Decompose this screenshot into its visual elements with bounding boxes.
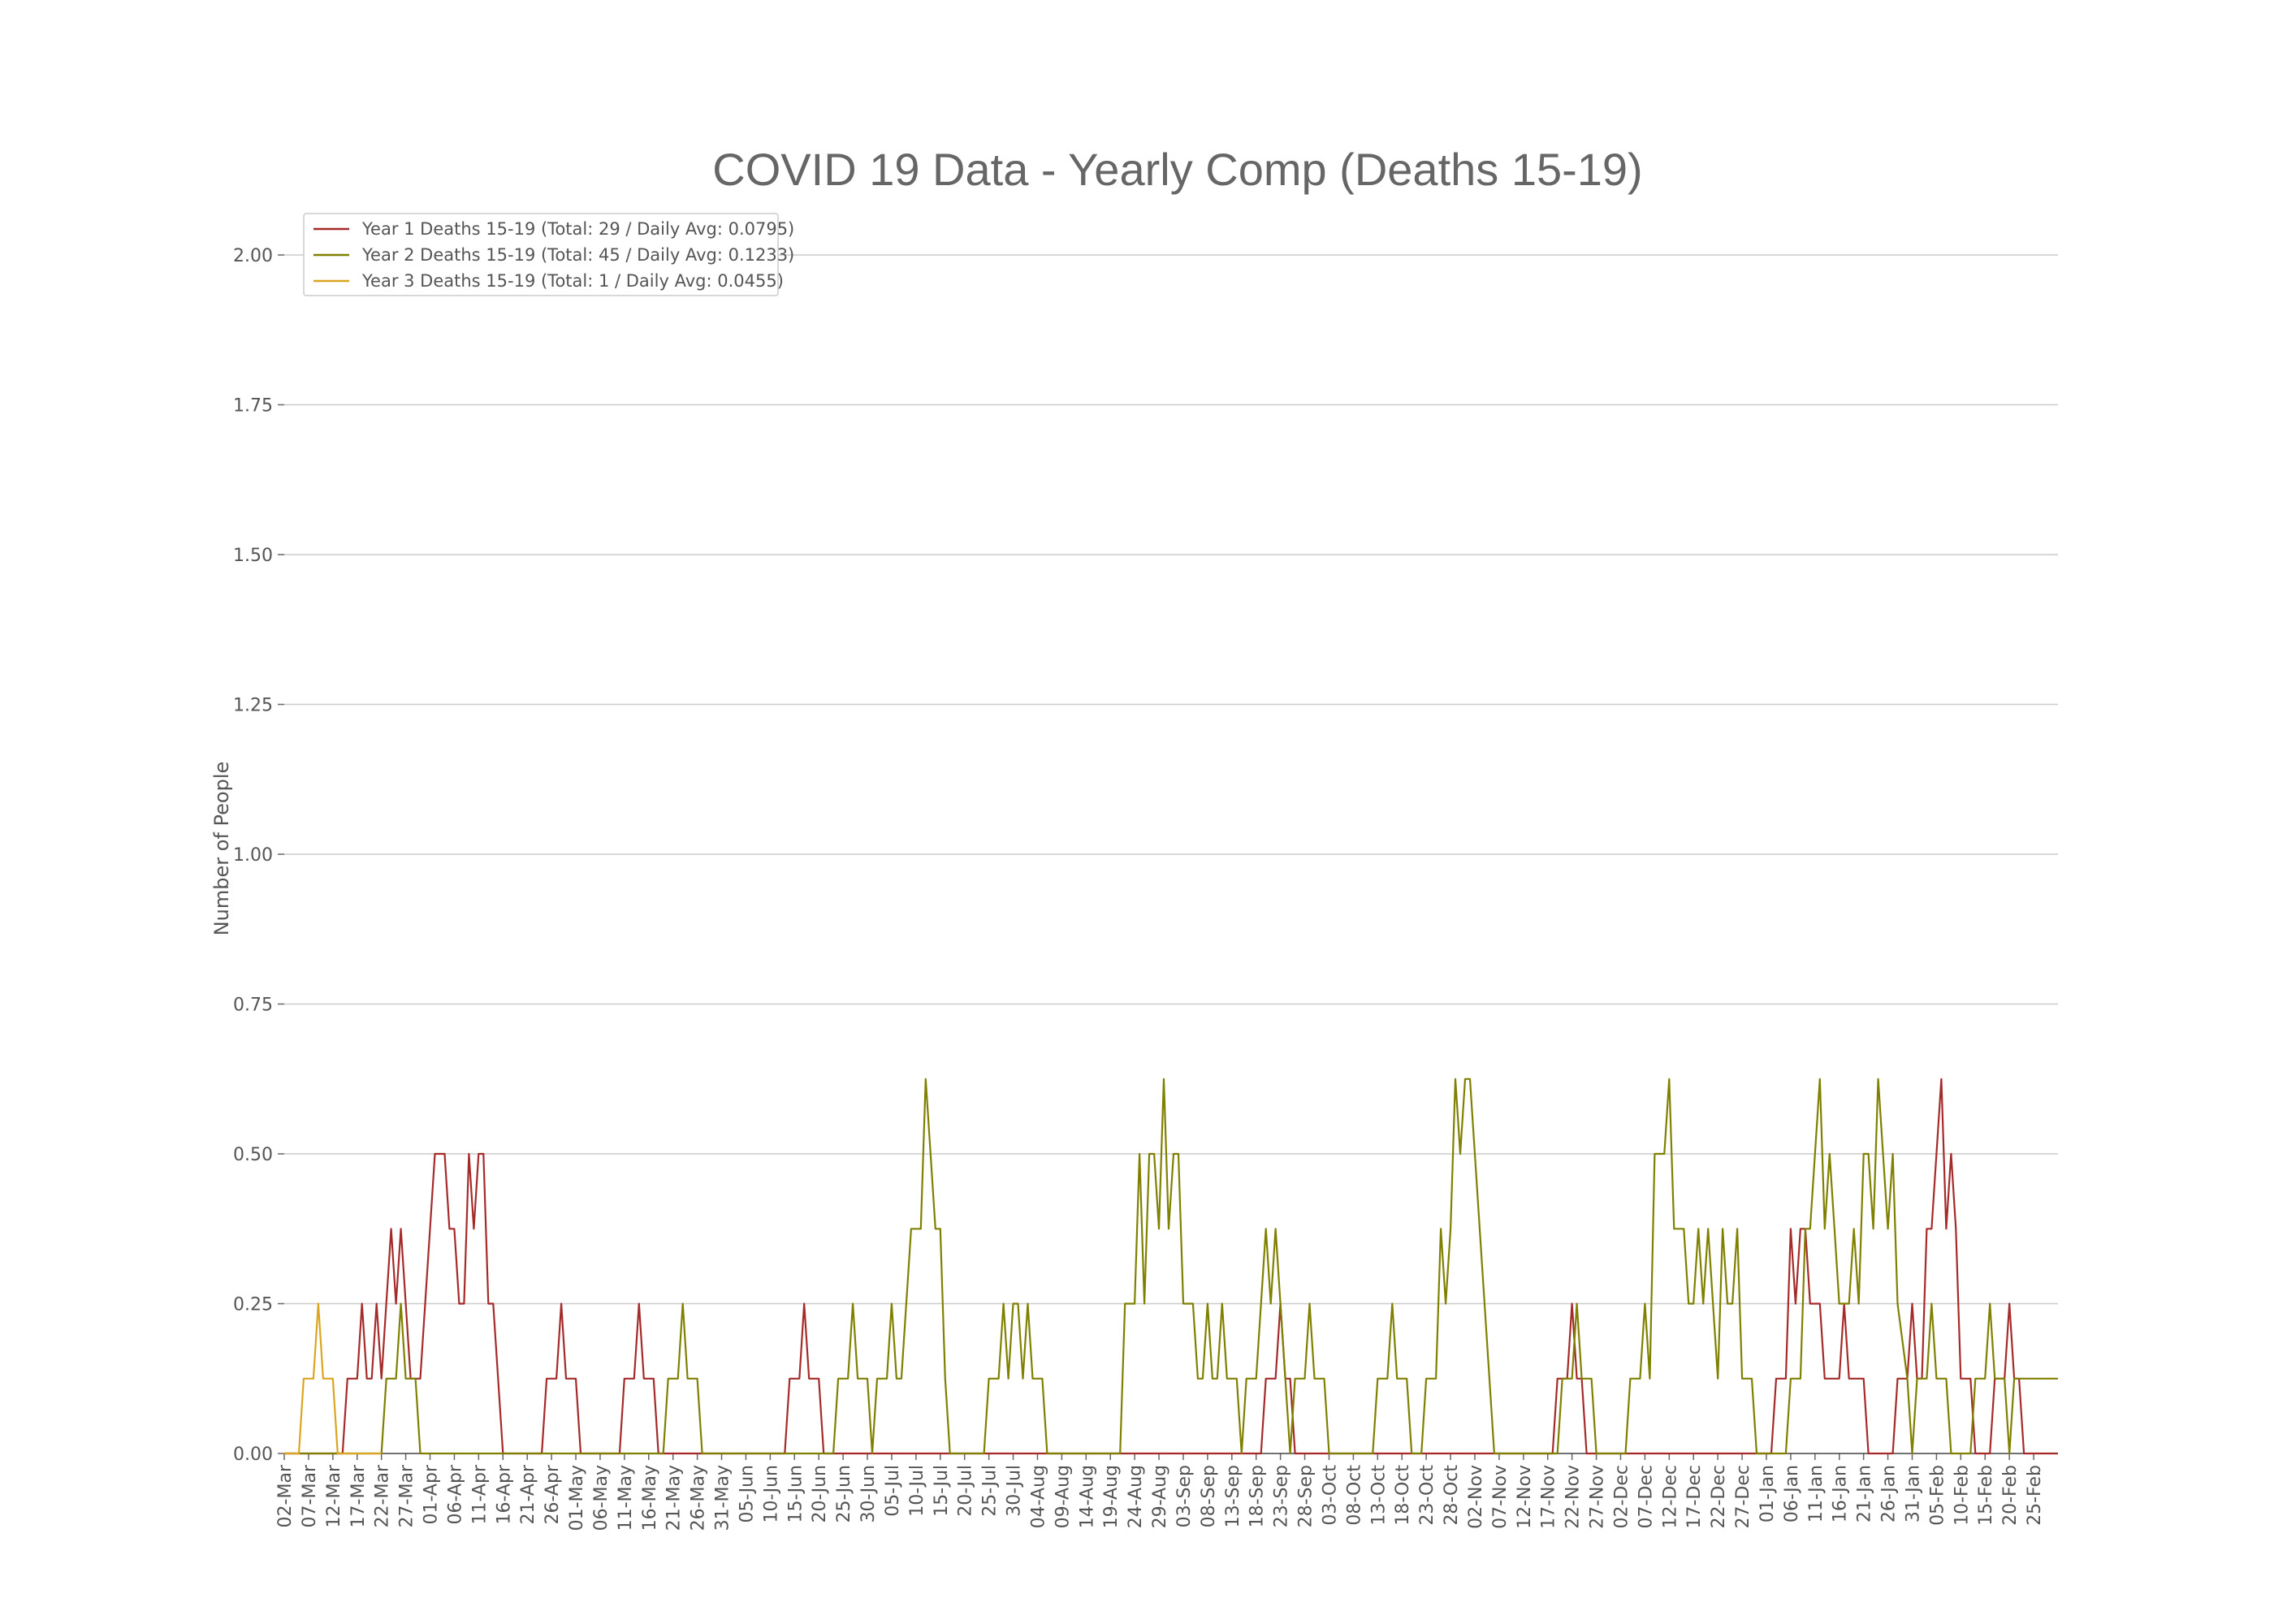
x-tick-label: 10-Jul — [907, 1465, 927, 1517]
x-tick-label: 13-Sep — [1223, 1465, 1243, 1527]
x-tick-label: 05-Jun — [737, 1465, 757, 1523]
x-tick-label: 25-Jun — [834, 1465, 854, 1523]
series-line-1 — [284, 1078, 2058, 1455]
x-tick-label: 26-Jan — [1879, 1465, 1900, 1522]
x-tick-label: 01-May — [567, 1465, 587, 1531]
y-tick-label: 1.25 — [233, 696, 273, 716]
x-tick-label: 03-Sep — [1174, 1465, 1195, 1527]
x-tick-label: 27-Dec — [1733, 1465, 1753, 1529]
x-tick-label: 22-Nov — [1563, 1465, 1584, 1529]
x-tick-label: 20-Jun — [810, 1465, 830, 1523]
x-tick-label: 29-Aug — [1150, 1465, 1170, 1528]
y-tick-label: 1.50 — [233, 546, 273, 566]
x-tick-label: 11-May — [616, 1465, 636, 1531]
x-tick-label: 19-Aug — [1101, 1465, 1122, 1528]
x-tick-label: 11-Apr — [469, 1464, 490, 1524]
x-tick-label: 20-Feb — [2000, 1465, 2021, 1526]
x-tick-label: 11-Jan — [1806, 1465, 1827, 1522]
x-tick-label: 10-Feb — [1952, 1465, 1972, 1526]
x-tick-label: 27-Mar — [397, 1464, 417, 1527]
x-tick-label: 16-Apr — [494, 1464, 514, 1524]
x-tick-label: 22-Dec — [1709, 1465, 1729, 1529]
x-tick-label: 01-Apr — [422, 1464, 442, 1524]
x-tick-label: 31-Jan — [1903, 1465, 1923, 1522]
y-tick-label: 1.75 — [233, 396, 273, 417]
x-tick-label: 15-Feb — [1976, 1465, 1996, 1526]
legend-box — [303, 213, 779, 296]
x-tick-label: 26-May — [689, 1465, 709, 1531]
x-tick-label: 05-Feb — [1927, 1465, 1948, 1526]
y-axis-ticks: 0.00 0.25 0.50 0.75 1.00 1.25 1.50 1.75 2.00 — [233, 246, 284, 1465]
x-tick-label: 15-Jun — [785, 1465, 806, 1523]
y-axis-label: Number of People — [210, 762, 233, 936]
x-tick-label: 23-Oct — [1417, 1465, 1437, 1526]
x-tick-label: 12-Dec — [1660, 1465, 1680, 1529]
legend-entry-2: Year 2 Deaths 15-19 (Total: 45 / Daily A… — [361, 245, 794, 265]
x-tick-label: 24-Aug — [1126, 1465, 1146, 1528]
x-tick-label: 16-Jan — [1831, 1465, 1851, 1522]
x-tick-label: 18-Oct — [1393, 1465, 1413, 1526]
y-tick-label: 2.00 — [233, 246, 273, 266]
series-line-2 — [284, 1078, 2058, 1455]
x-tick-label: 17-Nov — [1539, 1465, 1559, 1529]
legend-entry-1: Year 1 Deaths 15-19 (Total: 29 / Daily A… — [361, 219, 794, 239]
x-tick-label: 23-Sep — [1272, 1465, 1292, 1527]
y-tick-label: 0.75 — [233, 996, 273, 1016]
x-tick-label: 07-Nov — [1490, 1465, 1511, 1529]
x-tick-label: 21-May — [664, 1465, 685, 1531]
x-tick-label: 12-Nov — [1515, 1465, 1535, 1529]
x-tick-label: 05-Jul — [883, 1465, 903, 1517]
gridlines — [284, 254, 2058, 1305]
series-line-3 — [284, 1302, 382, 1455]
x-tick-label: 30-Jul — [1005, 1465, 1025, 1517]
x-tick-label: 02-Mar — [275, 1464, 296, 1527]
x-tick-label: 26-Apr — [543, 1464, 563, 1524]
series-lines — [284, 1078, 2058, 1455]
x-tick-label: 18-Sep — [1247, 1465, 1268, 1527]
x-tick-label: 06-Apr — [445, 1464, 465, 1524]
x-tick-label: 25-Feb — [2025, 1465, 2045, 1526]
x-tick-label: 08-Oct — [1344, 1465, 1364, 1526]
x-tick-label: 20-Jul — [956, 1465, 976, 1517]
y-tick-label: 0.50 — [233, 1145, 273, 1165]
x-tick-label: 12-Mar — [324, 1464, 344, 1527]
x-tick-label: 21-Apr — [518, 1464, 538, 1524]
x-tick-label: 07-Mar — [300, 1464, 320, 1527]
x-tick-label: 03-Oct — [1320, 1465, 1340, 1526]
x-tick-label: 01-Jan — [1757, 1465, 1778, 1522]
y-tick-label: 0.25 — [233, 1295, 273, 1315]
chart-title: COVID 19 Data - Yearly Comp (Deaths 15-1… — [712, 144, 1642, 195]
x-tick-label: 30-Jun — [858, 1465, 879, 1523]
x-tick-label: 04-Aug — [1028, 1465, 1048, 1528]
x-tick-label: 17-Dec — [1684, 1465, 1705, 1529]
x-tick-label: 16-May — [640, 1465, 660, 1531]
x-tick-label: 10-Jun — [761, 1465, 781, 1523]
x-tick-label: 21-Jan — [1855, 1465, 1875, 1522]
x-tick-label: 28-Oct — [1442, 1465, 1462, 1526]
x-tick-label: 14-Aug — [1077, 1465, 1097, 1528]
x-tick-label: 22-Mar — [373, 1464, 393, 1527]
x-tick-label: 17-Mar — [348, 1464, 369, 1527]
y-tick-label: 0.00 — [233, 1445, 273, 1465]
x-tick-label: 15-Jul — [932, 1465, 952, 1517]
x-tick-label: 09-Aug — [1053, 1465, 1073, 1528]
x-tick-label: 13-Oct — [1368, 1465, 1389, 1526]
legend: Year 1 Deaths 15-19 (Total: 29 / Daily A… — [303, 213, 794, 296]
x-tick-label: 06-Jan — [1782, 1465, 1802, 1522]
x-tick-label: 28-Sep — [1296, 1465, 1316, 1527]
x-axis-ticks: 02-Mar 07-Mar 12-Mar 17-Mar 22-Mar 27-Mar 01-A… — [275, 1453, 2045, 1531]
x-tick-label: 27-Nov — [1588, 1465, 1608, 1529]
x-tick-label: 31-May — [713, 1465, 733, 1531]
x-tick-label: 25-Jul — [980, 1465, 1001, 1517]
x-tick-label: 02-Dec — [1611, 1465, 1632, 1529]
x-tick-label: 02-Nov — [1466, 1465, 1486, 1529]
x-tick-label: 07-Dec — [1636, 1465, 1656, 1529]
x-tick-label: 08-Sep — [1199, 1465, 1219, 1527]
y-tick-label: 1.00 — [233, 845, 273, 866]
x-tick-label: 06-May — [591, 1465, 612, 1531]
legend-entry-3: Year 3 Deaths 15-19 (Total: 1 / Daily Av… — [361, 271, 784, 291]
